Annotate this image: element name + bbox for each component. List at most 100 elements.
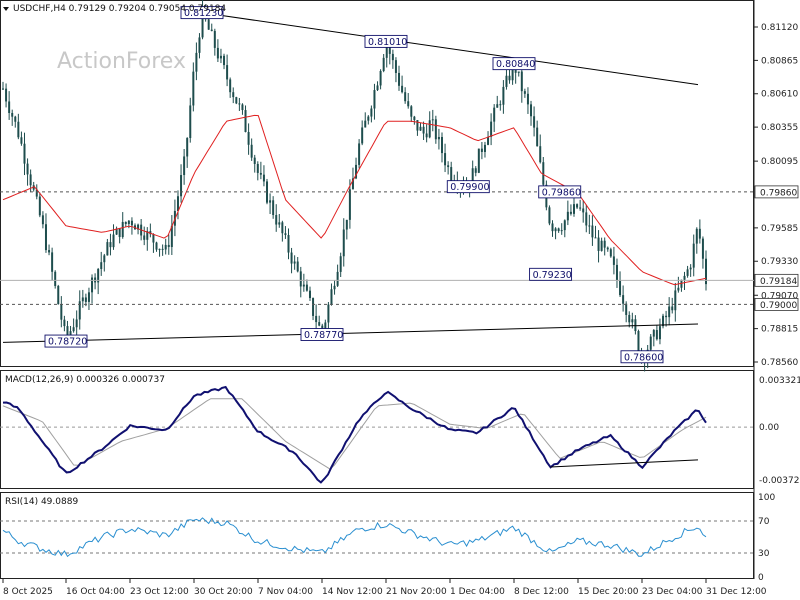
- price-candle-body: [100, 262, 103, 270]
- price-candle-body: [619, 279, 622, 296]
- price-candle-body: [44, 224, 47, 251]
- price-candle-body: [308, 290, 311, 299]
- price-candle-body: [401, 85, 404, 93]
- price-candle-body: [262, 174, 265, 182]
- time-tick-label: 16 Oct 04:00: [66, 587, 125, 597]
- price-candle-body: [17, 121, 20, 138]
- price-tag-box: [754, 298, 799, 311]
- price-candle-body: [444, 153, 447, 166]
- price-candle-body: [572, 204, 575, 214]
- price-candle-body: [155, 242, 158, 250]
- price-tick-label: 0.79330: [761, 257, 798, 267]
- macd-line: [2, 385, 707, 484]
- price-candle-body: [606, 247, 609, 250]
- macd-axis-ticks: 0.003321 0.00 -0.003723: [759, 376, 800, 486]
- symbol-dropdown-icon[interactable]: [3, 7, 9, 11]
- price-candle-body: [477, 148, 480, 173]
- price-candle-body: [628, 314, 631, 323]
- level-label-box: [180, 6, 224, 20]
- level-label-0.78720: 0.78720: [48, 337, 87, 348]
- price-candle-body: [336, 271, 339, 286]
- price-candle-body: [318, 322, 321, 326]
- price-candle-body: [536, 127, 539, 147]
- price-candle-body: [364, 120, 367, 128]
- price-tag-box: [754, 185, 799, 199]
- rsi-line: [2, 517, 707, 558]
- price-candle-body: [272, 200, 275, 216]
- price-candle-body: [241, 104, 244, 111]
- level-label-box: [529, 267, 573, 281]
- price-candle-body: [152, 234, 155, 243]
- price-candle-body: [434, 119, 437, 140]
- price-candle-body: [118, 228, 121, 238]
- price-candle-body: [450, 167, 453, 181]
- price-candle-body: [146, 231, 149, 240]
- price-candle-body: [413, 116, 416, 121]
- price-candle-body: [121, 221, 124, 238]
- price-candle-body: [649, 336, 652, 350]
- price-candle-body: [358, 143, 361, 165]
- price-candle-body: [622, 295, 625, 304]
- price-candle-body: [180, 175, 183, 197]
- price-tick-label: 0.80865: [761, 56, 798, 66]
- rsi-tick-label: 0: [758, 573, 764, 583]
- price-candle-body: [683, 275, 686, 280]
- price-candle-body: [502, 86, 505, 105]
- price-candle-body: [419, 126, 422, 131]
- price-candle-body: [186, 138, 189, 157]
- price-candle-body: [5, 88, 8, 102]
- price-candle-body: [520, 71, 523, 92]
- price-candle-body: [594, 237, 597, 239]
- level-label-0.79900: 0.79900: [450, 182, 489, 193]
- price-candle-body: [244, 110, 247, 132]
- price-candle-body: [229, 79, 232, 93]
- price-candle-body: [471, 168, 474, 189]
- price-candle-body: [422, 126, 425, 134]
- rsi-axis-ticks: 100 70 30 0: [758, 493, 775, 583]
- price-candle-body: [367, 116, 370, 121]
- price-candle-body: [554, 228, 557, 232]
- price-candle-body: [143, 235, 146, 240]
- price-candle-body: [207, 19, 210, 30]
- price-candle-body: [658, 326, 661, 340]
- price-candle-body: [382, 57, 385, 71]
- price-candle-body: [511, 62, 514, 81]
- macd-trendline: [550, 459, 699, 468]
- trendline-layer: [2, 12, 699, 343]
- price-candle-body: [137, 224, 140, 230]
- price-tick-label: 0.80610: [761, 90, 798, 100]
- price-candle-body: [370, 108, 373, 117]
- price-candle-body: [609, 249, 612, 257]
- macd-layer: [0, 385, 754, 484]
- level-label-0.79860: 0.79860: [542, 187, 581, 198]
- price-candle-body: [425, 133, 428, 138]
- time-tick-label: 14 Nov 12:00: [322, 587, 383, 597]
- price-candle-body: [63, 319, 66, 327]
- price-candle-body: [41, 215, 44, 225]
- price-candle-body: [72, 327, 75, 332]
- price-candle-body: [348, 189, 351, 220]
- price-candle-body: [130, 220, 133, 226]
- macd-tick-label: 0.00: [759, 423, 779, 433]
- level-label-0.80840: 0.80840: [496, 59, 535, 70]
- rsi-panel-frame: [0, 492, 754, 579]
- price-candle-body: [192, 71, 195, 106]
- price-tick-label: 0.80095: [761, 157, 798, 167]
- price-candle-body: [284, 233, 287, 236]
- price-candle-body: [615, 264, 618, 280]
- price-candle-body: [51, 252, 54, 272]
- macd-tick-label: -0.003723: [759, 476, 800, 486]
- price-candle-body: [57, 285, 60, 305]
- macd-tick-label: 0.003321: [759, 376, 800, 386]
- price-candle-body: [533, 116, 536, 128]
- price-candle-body: [483, 144, 486, 152]
- price-candle-body: [557, 228, 560, 231]
- price-candle-body: [677, 287, 680, 291]
- price-candle-body: [210, 29, 213, 31]
- price-candle-body: [373, 90, 376, 109]
- price-candle-body: [91, 277, 94, 293]
- level-label-0.79230: 0.79230: [533, 270, 572, 281]
- macd-header: MACD(12,26,9) 0.000326 0.000737: [5, 375, 165, 385]
- level-label-box: [44, 334, 88, 348]
